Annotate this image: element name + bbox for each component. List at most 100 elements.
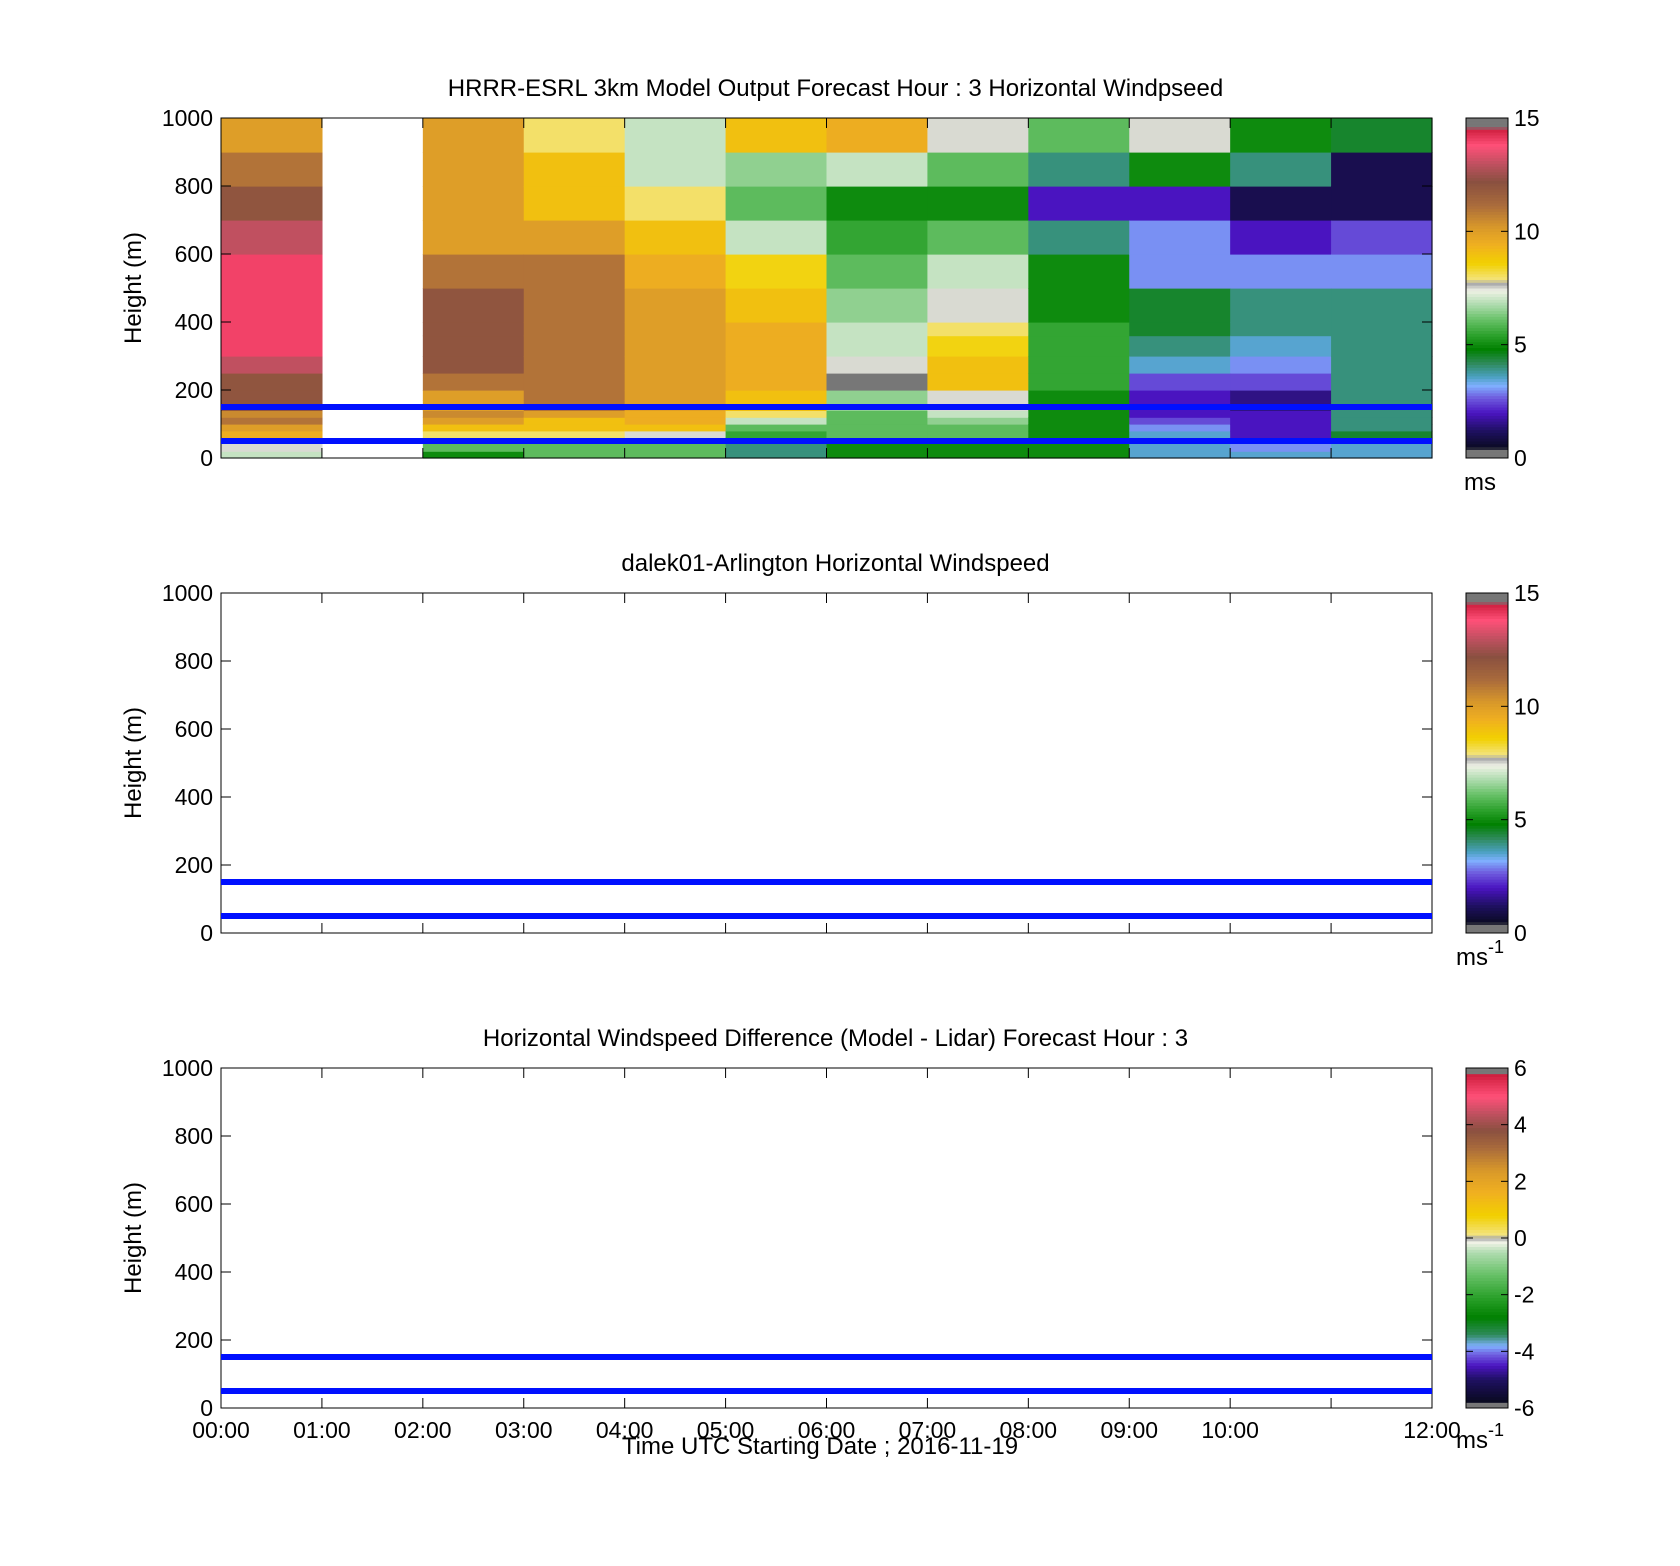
heatmap-cell <box>221 220 323 255</box>
x-tick-label: 01:00 <box>293 1417 351 1443</box>
heatmap-cell <box>624 152 727 187</box>
colorbar-segment <box>1466 118 1508 122</box>
heatmap-cell <box>725 410 828 418</box>
colorbar-segment <box>1466 154 1508 159</box>
colorbar-segment <box>1466 194 1508 198</box>
panel-title: dalek01-Arlington Horizontal Windspeed <box>621 550 1049 577</box>
colorbar-segment <box>1466 615 1508 619</box>
heatmap-cell <box>1331 322 1433 337</box>
heatmap-cell <box>1028 410 1130 418</box>
heatmap-cell <box>1331 373 1433 391</box>
colorbar-segment <box>1466 1391 1508 1395</box>
heatmap-cell <box>1129 430 1231 439</box>
colorbar-unit-label: ms-1 <box>1456 937 1504 971</box>
heatmap-cell <box>523 442 626 452</box>
heatmap-cell <box>1230 417 1332 425</box>
colorbar-segment <box>1466 890 1508 894</box>
colorbar-segment <box>1466 1314 1508 1318</box>
colorbar-segment <box>1466 907 1508 911</box>
colorbar-segment <box>1466 1405 1508 1409</box>
colorbar-segment <box>1466 703 1508 707</box>
colorbar-segment <box>1466 884 1508 889</box>
colorbar-segment <box>1466 268 1508 272</box>
colorbar-segment <box>1466 262 1508 266</box>
heatmap-cell <box>1129 410 1231 418</box>
colorbar-segment <box>1466 1396 1508 1400</box>
colorbar-segment <box>1466 341 1508 346</box>
heatmap-cell <box>624 424 727 432</box>
colorbar-tick-label: 5 <box>1514 332 1527 358</box>
heatmap-cell <box>523 288 626 323</box>
heatmap-cell <box>826 417 929 425</box>
heatmap-cell <box>422 288 525 323</box>
colorbar-segment <box>1466 214 1508 218</box>
colorbar-segment <box>1466 865 1508 869</box>
colorbar-segment <box>1466 845 1508 849</box>
colorbar-segment <box>1466 780 1508 784</box>
colorbar-segment <box>1466 1280 1508 1284</box>
colorbar-segment <box>1466 254 1508 258</box>
colorbar-tick-label: 10 <box>1514 693 1540 719</box>
heatmap-cell <box>1230 118 1332 153</box>
colorbar-unit-superscript: -1 <box>1488 937 1504 957</box>
colorbar-segment <box>1466 675 1508 679</box>
heatmap-cell <box>1230 424 1332 432</box>
heatmap-cell <box>1230 152 1332 187</box>
colorbar-segment <box>1466 1178 1508 1182</box>
colorbar-segment <box>1466 1266 1508 1270</box>
colorbar-segment <box>1466 1359 1508 1364</box>
colorbar-segment <box>1466 1124 1508 1128</box>
heatmap-cell <box>927 335 1029 357</box>
colorbar-segment <box>1466 1269 1508 1273</box>
colorbar-segment <box>1466 774 1508 778</box>
x-tick-label: 04:00 <box>596 1417 654 1443</box>
heatmap-cell <box>1331 442 1433 452</box>
colorbar-segment <box>1466 782 1508 787</box>
colorbar-segment <box>1466 1274 1508 1279</box>
heatmap-cell <box>1331 424 1433 432</box>
colorbar-segment <box>1466 1073 1508 1077</box>
colorbar-segment <box>1466 1085 1508 1089</box>
heatmap-cell <box>1129 186 1231 221</box>
colorbar-segment <box>1466 140 1508 144</box>
colorbar-segment <box>1466 183 1508 187</box>
heatmap-cell <box>927 424 1029 432</box>
colorbar-segment <box>1466 712 1508 716</box>
heatmap-cell <box>826 288 929 323</box>
x-tick-label: 06:00 <box>798 1417 856 1443</box>
colorbar-segment <box>1466 455 1508 459</box>
colorbar-segment <box>1466 449 1508 453</box>
colorbar-segment <box>1466 1167 1508 1171</box>
colorbar-segment <box>1466 627 1508 631</box>
heatmap-cell <box>422 424 525 432</box>
colorbar-segment <box>1466 819 1508 823</box>
colorbar-segment <box>1466 1238 1508 1242</box>
colorbar-segment <box>1466 333 1508 337</box>
y-axis-label: Height (m) <box>120 707 147 819</box>
colorbar-segment <box>1466 1348 1508 1352</box>
colorbar-segment <box>1466 768 1508 772</box>
colorbar-segment <box>1466 398 1508 402</box>
colorbar-segment <box>1466 1283 1508 1287</box>
colorbar-segment <box>1466 1155 1508 1160</box>
colorbar-segment <box>1466 409 1508 414</box>
heatmap-cell <box>422 220 525 255</box>
colorbar-segment <box>1466 370 1508 374</box>
colorbar-segment <box>1466 723 1508 727</box>
heatmap-cell <box>1129 390 1231 401</box>
colorbar-segment <box>1466 324 1508 329</box>
y-tick-label: 0 <box>200 920 213 946</box>
colorbar-segment <box>1466 395 1508 399</box>
heatmap-cell <box>1331 356 1433 374</box>
heatmap-cell <box>826 442 929 452</box>
heatmap-cell <box>1230 430 1332 439</box>
heatmap-cell <box>1230 373 1332 391</box>
colorbar-segment <box>1466 839 1508 843</box>
colorbar-segment <box>1466 746 1508 750</box>
colorbar-segment <box>1466 1090 1508 1094</box>
heatmap-cell <box>826 186 929 221</box>
heatmap-cell <box>221 390 323 401</box>
colorbar-segment <box>1466 1172 1508 1177</box>
heatmap-cell <box>221 335 323 357</box>
heatmap-cell <box>826 254 929 289</box>
